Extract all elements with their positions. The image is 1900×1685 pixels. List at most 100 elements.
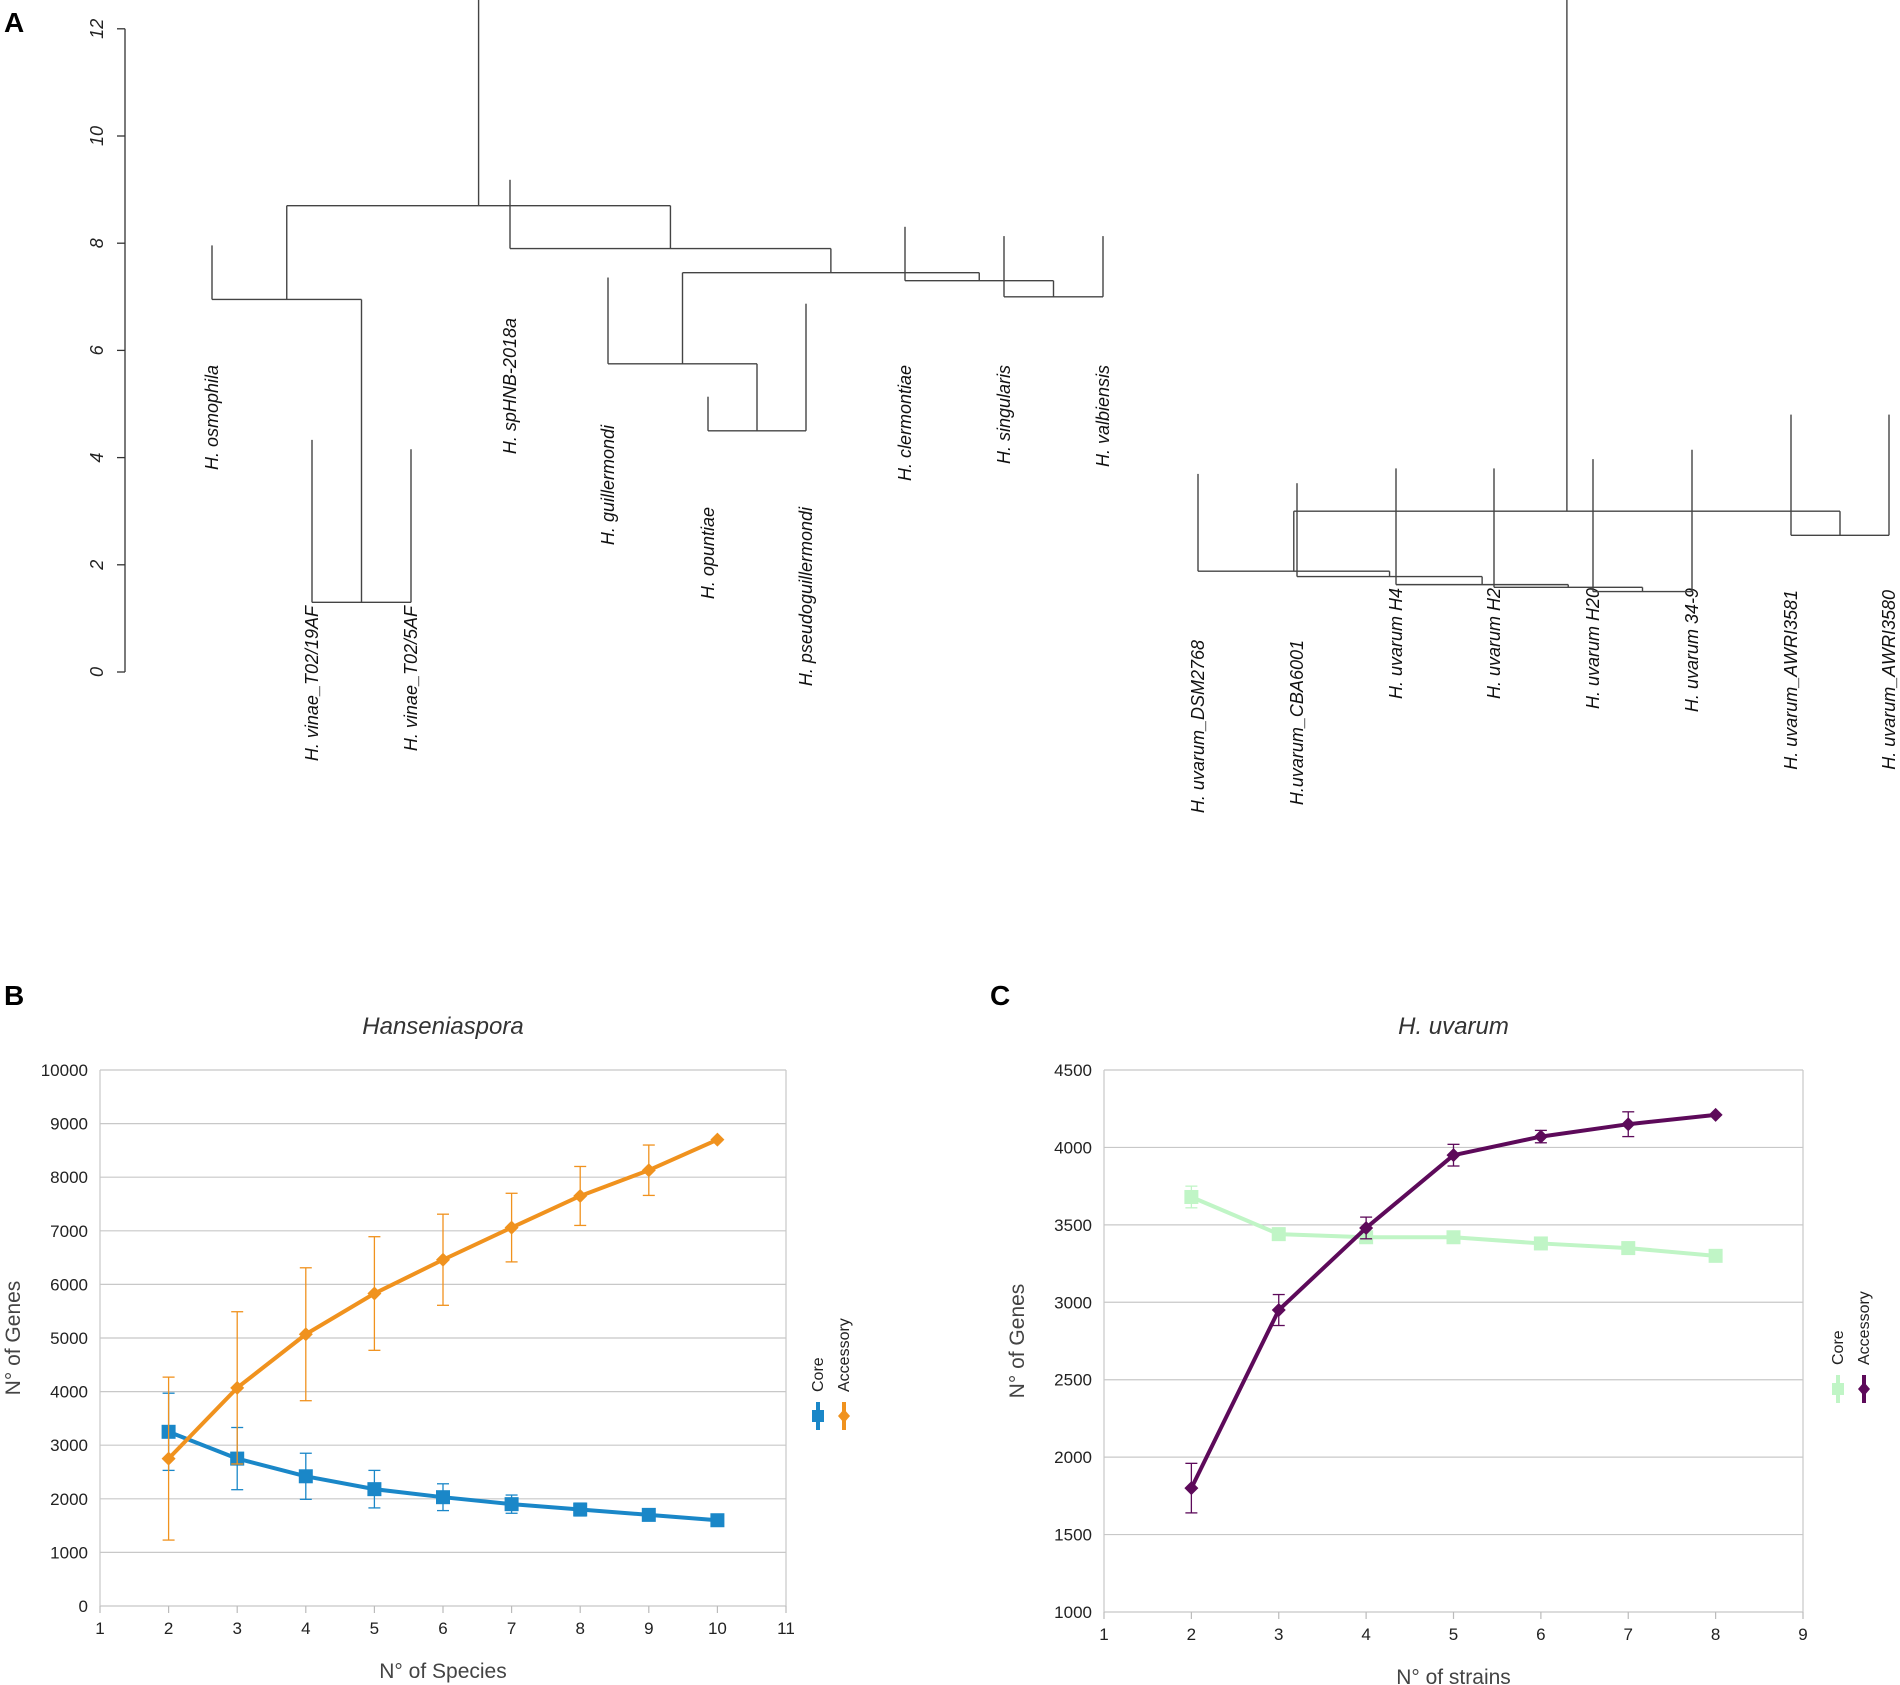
legend-marker-accessory	[1858, 1382, 1870, 1396]
leaf-label: H. valbiensis	[1093, 365, 1113, 467]
y-tick-label: 10000	[41, 1061, 88, 1080]
leaf-label: H. uvarum_AWRI3581	[1781, 590, 1801, 770]
leaf-label: H. uvarum_AWRI3580	[1879, 590, 1899, 770]
x-tick-label: 7	[507, 1619, 516, 1638]
leaf-label: H. uvarum_DSM2768	[1188, 640, 1208, 813]
legend-label-core: Core	[810, 1357, 827, 1392]
y-tick-label: 1000	[50, 1543, 88, 1562]
data-point-accessory	[1271, 1303, 1286, 1318]
leaf-label: H. uvarum H2	[1484, 588, 1504, 699]
panel-label-a: A	[4, 7, 24, 38]
y-tick-label: 5000	[50, 1329, 88, 1348]
leaf-label: H.uvarum_CBA6001	[1287, 640, 1307, 805]
data-point-core	[1271, 1227, 1286, 1242]
y-tick-label: 2500	[1054, 1371, 1092, 1390]
data-point-core	[1184, 1189, 1199, 1204]
y-tick-label: 1000	[1054, 1603, 1092, 1622]
x-tick-label: 3	[1274, 1625, 1283, 1644]
data-point-core	[573, 1502, 588, 1517]
y-tick-label: 7000	[50, 1222, 88, 1241]
leaf-label: H. vinae_T02/19AF	[302, 605, 322, 761]
leaf-label: H. guillermondi	[598, 424, 618, 545]
leaf-label: H. vinae_T02/5AF	[401, 605, 421, 751]
x-tick-label: 5	[370, 1619, 379, 1638]
data-point-core	[436, 1490, 450, 1505]
leaf-label: H. osmophila	[202, 365, 222, 470]
y-tick-label: 3000	[50, 1436, 88, 1455]
x-tick-label: 6	[438, 1619, 447, 1638]
data-point-core	[298, 1469, 313, 1484]
data-point-accessory	[504, 1220, 519, 1235]
dendrogram-panel: 0 2 4 6 8 10 12 H. osmophila H. vinae_T02/19AF H.…	[87, 0, 1899, 813]
x-axis-label: N° of Species	[379, 1660, 506, 1683]
y-tick-label: 4000	[50, 1383, 88, 1402]
leaf-label: H. uvarum 34-9	[1682, 588, 1702, 712]
y-tick-label: 2000	[50, 1490, 88, 1509]
data-point-accessory	[1359, 1220, 1374, 1235]
data-point-core	[710, 1513, 725, 1528]
panel-label-c: C	[990, 980, 1010, 1011]
dendrogram-y-tick-label: 8	[87, 238, 107, 248]
data-point-accessory	[641, 1163, 656, 1178]
data-point-accessory	[1708, 1107, 1723, 1122]
y-tick-label: 4500	[1054, 1061, 1092, 1080]
x-tick-label: 8	[1711, 1625, 1720, 1644]
x-tick-label: 11	[777, 1619, 795, 1638]
legend-label-accessory: Accessory	[1856, 1291, 1873, 1365]
data-point-core	[1708, 1248, 1723, 1263]
y-tick-label: 6000	[50, 1275, 88, 1294]
y-tick-label: 3000	[1054, 1293, 1092, 1312]
pangenome-chart-hanseniaspora: 0 1000 2000 3000 4000 5000 6000 7000 8000 9000 100…	[2, 1013, 853, 1683]
data-point-accessory	[1621, 1117, 1636, 1132]
x-tick-label: 5	[1449, 1625, 1458, 1644]
x-tick-label: 8	[575, 1619, 584, 1638]
dendrogram-y-tick-label: 2	[87, 560, 107, 571]
leaf-label: H. pseudoguillermondi	[796, 506, 816, 686]
data-point-accessory	[1533, 1129, 1548, 1144]
y-tick-label: 2000	[1054, 1448, 1092, 1467]
data-point-accessory	[710, 1132, 725, 1147]
chart-title: Hanseniaspora	[362, 1013, 523, 1040]
leaf-label: H. clermontiae	[895, 365, 915, 481]
dendrogram-y-tick-label: 0	[87, 667, 107, 677]
x-tick-label: 2	[164, 1619, 173, 1638]
y-tick-label: 4000	[1054, 1138, 1092, 1157]
pangenome-chart-h-uvarum: 1000 1500 2000 2500 3000 3500 4000 4500 1 2 3 4 5 6 7 8…	[1006, 1013, 1873, 1685]
y-tick-label: 9000	[50, 1115, 88, 1134]
data-point-accessory	[230, 1380, 245, 1395]
leaf-label: H. spHNB-2018a	[500, 318, 520, 454]
panel-label-b: B	[4, 980, 24, 1011]
series-line-accessory	[1189, 1112, 1716, 1489]
x-axis-label: N° of strains	[1396, 1666, 1511, 1685]
data-point-accessory	[573, 1188, 588, 1203]
legend-marker-accessory	[838, 1409, 850, 1423]
y-tick-label: 3500	[1054, 1216, 1092, 1235]
data-point-core	[1533, 1236, 1548, 1251]
data-point-accessory	[1184, 1481, 1199, 1496]
x-tick-label: 6	[1536, 1625, 1545, 1644]
x-tick-label: 4	[1361, 1625, 1370, 1644]
y-axis-label: N° of Genes	[2, 1281, 25, 1396]
chart-title: H. uvarum	[1398, 1013, 1509, 1040]
data-point-accessory	[436, 1252, 450, 1267]
data-point-accessory	[161, 1451, 176, 1466]
data-point-accessory	[1446, 1148, 1461, 1163]
series-line-core	[1190, 1195, 1716, 1258]
x-tick-label: 9	[1798, 1625, 1807, 1644]
data-point-core	[1446, 1230, 1461, 1245]
y-tick-label: 0	[79, 1597, 88, 1616]
x-tick-label: 3	[232, 1619, 241, 1638]
data-point-core	[1621, 1241, 1636, 1256]
x-tick-label: 4	[301, 1619, 310, 1638]
data-point-accessory	[298, 1327, 313, 1342]
y-axis-label: N° of Genes	[1006, 1284, 1029, 1399]
legend-label-core: Core	[1830, 1330, 1847, 1365]
dendrogram-y-tick-label: 12	[87, 19, 107, 39]
legend-label-accessory: Accessory	[836, 1318, 853, 1392]
leaf-label: H. singularis	[994, 365, 1014, 464]
data-point-core	[641, 1507, 656, 1522]
leaf-label: H. uvarum H20	[1583, 588, 1603, 709]
dendrogram-y-tick-label: 10	[87, 126, 107, 146]
y-tick-label: 1500	[1054, 1526, 1092, 1545]
dendrogram-y-tick-label: 4	[87, 453, 107, 463]
